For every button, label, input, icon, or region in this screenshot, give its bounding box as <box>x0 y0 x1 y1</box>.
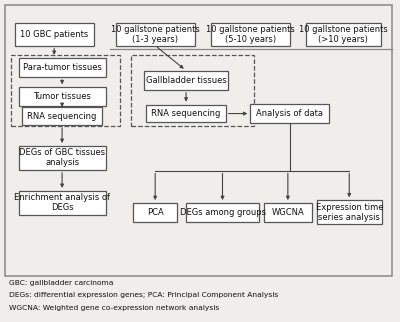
FancyBboxPatch shape <box>18 58 106 77</box>
Text: DEGs among groups: DEGs among groups <box>180 208 266 217</box>
Text: Para-tumor tissues: Para-tumor tissues <box>23 63 102 72</box>
Text: Expression time
series analysis: Expression time series analysis <box>316 203 383 222</box>
FancyBboxPatch shape <box>22 107 102 125</box>
Text: Enrichment analysis of
DEGs: Enrichment analysis of DEGs <box>14 193 110 213</box>
FancyBboxPatch shape <box>14 23 94 46</box>
Text: Analysis of data: Analysis of data <box>256 109 323 118</box>
FancyBboxPatch shape <box>132 55 254 126</box>
FancyBboxPatch shape <box>18 87 106 107</box>
FancyBboxPatch shape <box>144 71 228 90</box>
FancyBboxPatch shape <box>133 203 177 222</box>
Text: DEGs of GBC tissues
analysis: DEGs of GBC tissues analysis <box>19 148 105 167</box>
FancyBboxPatch shape <box>10 55 120 126</box>
FancyBboxPatch shape <box>18 146 106 170</box>
Text: 10 gallstone patients
(1-3 years): 10 gallstone patients (1-3 years) <box>111 25 200 44</box>
Text: 10 GBC patients: 10 GBC patients <box>20 30 88 39</box>
Text: WGCNA: WGCNA <box>272 208 304 217</box>
FancyBboxPatch shape <box>186 203 259 222</box>
Text: Tumor tissues: Tumor tissues <box>33 92 91 101</box>
Text: 10 gallstone patients
(5-10 years): 10 gallstone patients (5-10 years) <box>206 25 295 44</box>
Text: GBC: gallbladder carcinoma: GBC: gallbladder carcinoma <box>10 280 114 286</box>
Text: WGCNA: Weighted gene co-expression network analysis: WGCNA: Weighted gene co-expression netwo… <box>10 305 220 311</box>
Text: 10 gallstone patients
(>10 years): 10 gallstone patients (>10 years) <box>299 25 388 44</box>
FancyBboxPatch shape <box>250 104 330 123</box>
FancyBboxPatch shape <box>264 203 312 222</box>
Text: DEGs: differential expression genes; PCA: Principal Component Analysis: DEGs: differential expression genes; PCA… <box>10 292 279 298</box>
FancyBboxPatch shape <box>146 105 226 122</box>
FancyBboxPatch shape <box>306 23 381 46</box>
Text: Gallbladder tissues: Gallbladder tissues <box>146 76 226 85</box>
Text: PCA: PCA <box>147 208 164 217</box>
FancyBboxPatch shape <box>316 200 382 224</box>
Text: RNA sequencing: RNA sequencing <box>28 112 97 121</box>
FancyBboxPatch shape <box>211 23 290 46</box>
FancyBboxPatch shape <box>116 23 195 46</box>
Text: RNA sequencing: RNA sequencing <box>151 109 221 118</box>
FancyBboxPatch shape <box>18 191 106 215</box>
FancyBboxPatch shape <box>6 5 392 276</box>
